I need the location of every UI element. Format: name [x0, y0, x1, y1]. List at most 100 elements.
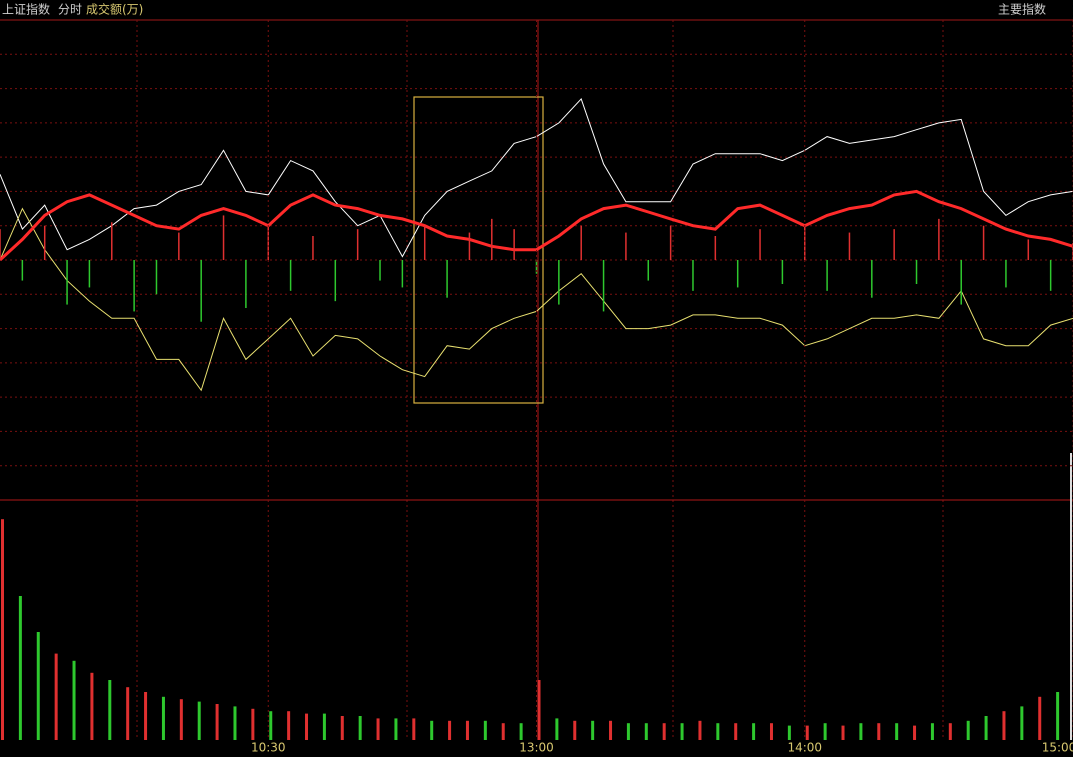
volume-bar	[626, 723, 630, 740]
volume-bar	[394, 718, 398, 740]
change-bar	[200, 260, 202, 322]
volume-bar	[305, 713, 309, 740]
change-bar	[848, 232, 851, 260]
volume-bar	[215, 704, 219, 740]
change-bar	[669, 225, 672, 260]
volume-bar	[930, 723, 934, 740]
volume-bar	[734, 723, 738, 740]
change-bar	[401, 260, 404, 288]
change-bar	[826, 260, 828, 291]
change-bar	[379, 260, 381, 281]
volume-bar	[716, 723, 720, 740]
change-bar	[66, 260, 68, 305]
change-bar	[759, 229, 761, 260]
volume-bar	[126, 687, 130, 740]
change-bar	[781, 260, 784, 284]
volume-bar	[609, 720, 613, 740]
volume-bar	[895, 723, 899, 740]
volume-bar	[412, 718, 416, 740]
change-bar	[893, 229, 895, 260]
change-bar	[178, 232, 180, 260]
volume-bar	[161, 696, 165, 740]
change-bar	[312, 236, 314, 260]
volume-bar	[877, 723, 881, 740]
volume-bar	[322, 713, 326, 740]
volume-bar	[18, 596, 22, 740]
volume-bar	[573, 720, 577, 740]
selection-box[interactable]	[413, 96, 544, 404]
volume-bar	[465, 720, 469, 740]
volume-bar	[591, 720, 595, 740]
change-bar	[602, 260, 605, 312]
change-bar	[111, 222, 113, 260]
volume-bar	[966, 720, 970, 740]
volume-bar	[483, 720, 487, 740]
change-bar	[960, 260, 962, 305]
volume-bar	[1038, 696, 1042, 740]
change-bar	[468, 232, 471, 260]
change-bar	[915, 260, 918, 284]
change-bar	[289, 260, 292, 291]
volume-bar	[769, 723, 773, 740]
change-bar	[88, 260, 91, 288]
volume-bar	[787, 725, 791, 740]
volume-bar	[197, 701, 201, 740]
change-bar	[423, 225, 426, 260]
x-tick-label: 15:00	[1042, 741, 1073, 755]
change-bar	[334, 260, 337, 302]
change-bar	[43, 225, 46, 260]
mode-label[interactable]: 分时	[58, 3, 82, 17]
change-bar	[133, 260, 135, 312]
change-bar	[0, 229, 1, 260]
change-bar	[222, 215, 225, 260]
volume-bar	[948, 723, 952, 740]
change-bar	[1027, 239, 1030, 260]
volume-bar	[1002, 711, 1006, 740]
change-bar	[558, 260, 560, 305]
indicator-label[interactable]: 成交额(万)	[86, 2, 143, 17]
volume-bar	[913, 725, 917, 740]
x-tick-label: 14:00	[787, 741, 822, 755]
change-bar	[155, 260, 158, 295]
change-bar	[804, 225, 806, 260]
volume-bar	[519, 723, 523, 740]
volume-bar	[340, 716, 344, 740]
menu-label[interactable]: 主要指数	[998, 2, 1046, 17]
change-bar	[446, 260, 448, 298]
volume-bar	[233, 706, 237, 740]
volume-bar	[72, 660, 76, 740]
volume-bar	[269, 711, 273, 740]
volume-bar	[358, 716, 362, 740]
volume-bar	[752, 723, 756, 740]
price-line	[0, 189, 1073, 262]
change-bar	[871, 260, 873, 298]
volume-bar	[841, 725, 845, 740]
change-bar	[21, 260, 24, 281]
change-bar	[714, 236, 717, 260]
volume-bar	[54, 653, 58, 740]
volume-bar	[376, 718, 380, 740]
change-bar	[736, 260, 739, 288]
volume-bar	[287, 711, 291, 740]
index-title[interactable]: 上证指数	[2, 2, 50, 17]
change-bar	[1005, 260, 1007, 288]
volume-bar	[823, 723, 827, 740]
change-bar	[647, 260, 650, 281]
volume-bar	[144, 692, 148, 740]
volume-bar	[805, 725, 809, 740]
minor-grid	[136, 20, 944, 740]
change-bar	[580, 225, 582, 260]
change-bar	[491, 218, 493, 260]
x-tick-label: 13:00	[519, 741, 554, 755]
volume-bar	[555, 718, 559, 740]
change-bar	[692, 260, 694, 291]
volume-bar	[662, 723, 666, 740]
volume-bar	[680, 723, 684, 740]
volume-bar	[108, 680, 112, 740]
change-bar	[245, 260, 247, 308]
volume-bar	[179, 699, 183, 740]
volume-bar	[90, 672, 94, 740]
volume-bar	[1056, 692, 1060, 740]
